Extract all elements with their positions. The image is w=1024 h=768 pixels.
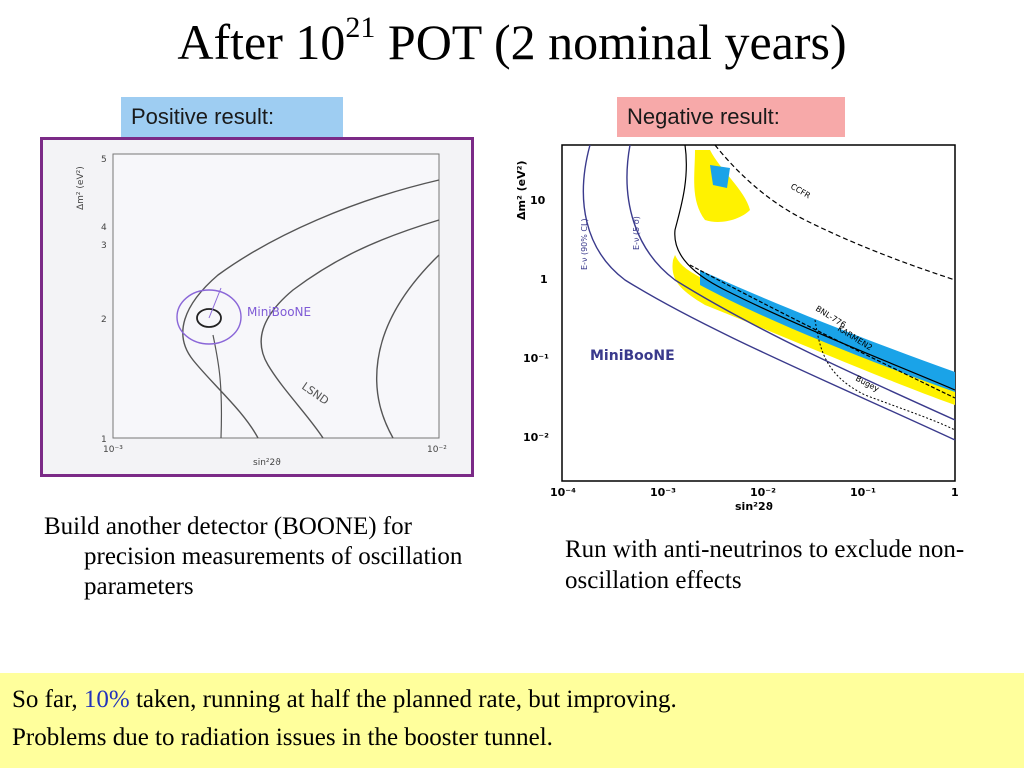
title-exponent: 21 bbox=[345, 11, 376, 44]
positive-result-label: Positive result: bbox=[121, 97, 343, 137]
x-tick-1e-2: 10⁻² bbox=[750, 486, 776, 499]
x-tick-1: 1 bbox=[951, 486, 959, 499]
ccfr-curve bbox=[714, 144, 956, 281]
x-tick-1e-2: 10⁻² bbox=[427, 445, 447, 455]
e-nu-5sigma-annotation: E-ν (5 σ) bbox=[632, 216, 641, 250]
y-tick-3: 3 bbox=[101, 241, 107, 251]
bnl776-curve bbox=[689, 264, 956, 399]
miniboone-curve-90cl bbox=[582, 144, 956, 441]
negative-result-label: Negative result: bbox=[617, 97, 845, 137]
negative-result-chart: CCFR BNL-776 KARMEN2 Bugey MiniBooNE E-ν… bbox=[515, 144, 959, 513]
y-tick-10: 10 bbox=[530, 194, 546, 207]
miniboone-annotation: MiniBooNE bbox=[590, 348, 675, 364]
lsnd-contour-outer bbox=[182, 179, 440, 439]
miniboone-curve-5sigma bbox=[626, 144, 956, 421]
page-title: After 1021 POT (2 nominal years) bbox=[177, 11, 847, 71]
x-tick-1e-4: 10⁻⁴ bbox=[550, 486, 576, 499]
y-tick-2: 2 bbox=[101, 315, 107, 325]
y-tick-5: 5 bbox=[101, 155, 107, 165]
karmen2-curve bbox=[674, 144, 956, 391]
footer-line-2: Problems due to radiation issues in the … bbox=[12, 724, 553, 751]
lsnd-band-top-blue bbox=[710, 165, 730, 188]
y-tick-1: 1 bbox=[540, 273, 548, 286]
lsnd-band-blue bbox=[700, 270, 955, 392]
miniboone-pointer bbox=[208, 287, 222, 319]
footer-line-1: So far, 10% taken, running at half the p… bbox=[12, 686, 677, 713]
positive-result-caption: Build another detector (BOONE) for preci… bbox=[44, 512, 484, 602]
positive-result-chart: MiniBooNE LSND 5 4 3 2 1 10⁻³ 10⁻² sin²2… bbox=[40, 137, 474, 477]
lsnd-contour-inner bbox=[375, 254, 440, 439]
positive-caption-text: Build another detector (BOONE) for preci… bbox=[44, 513, 463, 600]
x-axis-label: sin²2ϑ bbox=[735, 500, 773, 513]
x-tick-1e-3: 10⁻³ bbox=[650, 486, 676, 499]
y-tick-1e-2: 10⁻² bbox=[523, 431, 549, 444]
bugey-curve bbox=[814, 319, 956, 431]
negative-result-caption: Run with anti-neutrinos to exclude non-o… bbox=[565, 536, 965, 594]
e-nu-90cl-annotation: E-ν (90% CL) bbox=[580, 218, 589, 270]
status-footer: So far, 10% taken, running at half the p… bbox=[0, 673, 1024, 768]
lsnd-contour-left bbox=[212, 334, 223, 439]
positive-chart-svg: MiniBooNE LSND 5 4 3 2 1 10⁻³ 10⁻² sin²2… bbox=[76, 153, 447, 468]
y-tick-1: 1 bbox=[101, 435, 107, 445]
miniboone-contour-outer bbox=[176, 289, 242, 345]
y-axis-label: Δm² (eV²) bbox=[76, 166, 86, 210]
miniboone-annotation: MiniBooNE bbox=[247, 305, 311, 319]
miniboone-contour-inner bbox=[196, 308, 222, 328]
lsnd-contour-mid bbox=[260, 219, 440, 439]
x-tick-1e-3: 10⁻³ bbox=[103, 445, 123, 455]
y-tick-4: 4 bbox=[101, 223, 107, 233]
y-axis-label: Δm² (eV²) bbox=[515, 161, 528, 220]
x-axis-label: sin²2ϑ bbox=[253, 458, 281, 468]
progress-percentage: 10% bbox=[83, 686, 130, 713]
plot-area bbox=[112, 153, 440, 439]
x-tick-1e-1: 10⁻¹ bbox=[850, 486, 876, 499]
y-tick-1e-1: 10⁻¹ bbox=[523, 352, 549, 365]
